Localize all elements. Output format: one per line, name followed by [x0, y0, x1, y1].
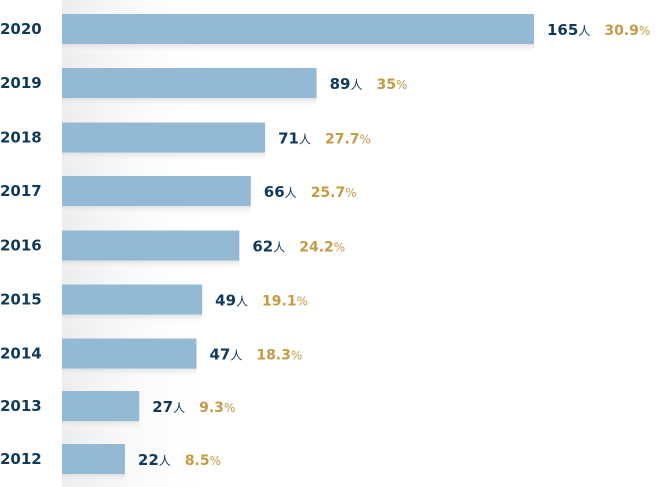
count-label-2015: 49人: [215, 292, 248, 310]
year-label-2019: 2019: [0, 74, 42, 92]
count-label-2014: 47人: [209, 346, 242, 364]
bar-2020: [62, 14, 534, 44]
percent-label-2020: 30.9%: [604, 23, 650, 39]
count-label-2016: 62人: [252, 238, 285, 256]
bar-2016: [62, 230, 240, 261]
bar-shadow: [62, 474, 125, 484]
count-label-2013: 27人: [152, 398, 185, 416]
bar-2017: [62, 176, 251, 206]
bar-2015: [62, 284, 203, 315]
bar-2019: [62, 68, 317, 98]
percent-label-2016: 24.2%: [299, 240, 345, 256]
percent-label-2013: 9.3%: [199, 400, 235, 416]
percent-label-2019: 35%: [376, 77, 407, 93]
bar-shadow: [62, 260, 240, 271]
percent-label-2017: 25.7%: [311, 185, 357, 201]
bar-shadow: [62, 98, 317, 108]
year-label-2018: 2018: [0, 129, 42, 147]
percent-label-2015: 19.1%: [262, 294, 308, 310]
bar-shadow: [62, 421, 140, 431]
bar-shadow: [62, 206, 251, 216]
bar-2013: [62, 391, 140, 421]
year-label-2012: 2012: [0, 450, 42, 468]
bar-shadow: [62, 44, 534, 54]
year-label-2015: 2015: [0, 291, 42, 309]
year-label-2016: 2016: [0, 237, 42, 255]
bar-2012: [62, 444, 125, 474]
bars-group: [62, 14, 534, 474]
count-label-2012: 22人: [138, 451, 171, 469]
percent-label-2018: 27.7%: [325, 132, 371, 148]
bar-shadow: [62, 368, 197, 379]
bar-shadow: [62, 314, 203, 325]
count-label-2018: 71人: [278, 130, 311, 148]
year-label-2017: 2017: [0, 182, 42, 200]
labels-group: 2020 165人 30.9% 2019 89人 35% 2018 71人 27.7% 2017 6…: [0, 20, 650, 469]
bar-shadow: [62, 152, 266, 163]
bar-2014: [62, 338, 197, 369]
count-label-2020: 165人: [547, 21, 590, 39]
year-label-2013: 2013: [0, 397, 42, 415]
percent-label-2014: 18.3%: [256, 348, 302, 364]
year-label-2020: 2020: [0, 20, 42, 38]
count-label-2019: 89人: [330, 75, 363, 93]
percent-label-2012: 8.5%: [185, 453, 221, 469]
year-label-2014: 2014: [0, 345, 42, 363]
count-label-2017: 66人: [264, 183, 297, 201]
bar-2018: [62, 122, 266, 153]
